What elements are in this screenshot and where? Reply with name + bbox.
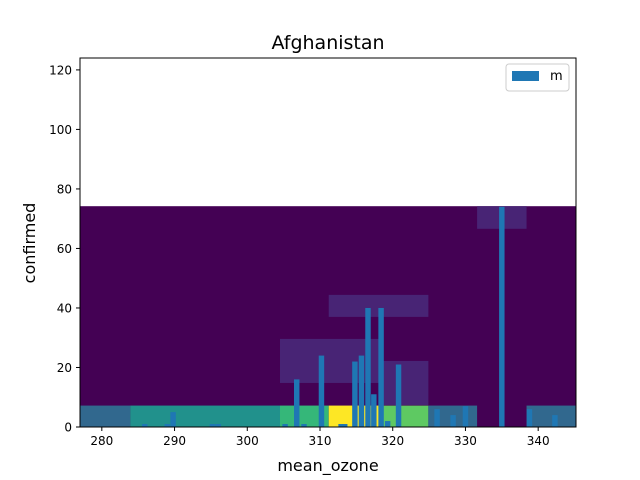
y-tick-label: 20	[57, 361, 72, 375]
heatmap-cell	[328, 294, 429, 317]
x-tick-label: 310	[309, 434, 332, 448]
x-tick-label: 300	[236, 434, 259, 448]
bar	[338, 424, 344, 427]
x-axis-label: mean_ozone	[277, 456, 378, 476]
y-axis-label: confirmed	[20, 203, 39, 284]
bar	[170, 412, 176, 427]
bar	[294, 379, 300, 427]
legend: m	[505, 63, 570, 92]
chart-title: Afghanistan	[271, 32, 384, 54]
x-tick-label: 280	[90, 434, 113, 448]
legend-label: m	[550, 69, 563, 84]
heatmap-cell	[526, 405, 576, 427]
bar	[371, 394, 377, 427]
heatmap-cell	[378, 360, 429, 405]
y-tick-label: 40	[57, 301, 72, 315]
bar	[462, 406, 469, 427]
y-tick-label: 120	[49, 63, 72, 77]
y-tick-label: 60	[57, 242, 72, 256]
bar	[209, 424, 216, 427]
bar	[358, 355, 365, 427]
x-axis-ticks: 280 290 300 310 320 330 340	[90, 427, 550, 448]
y-tick-label: 100	[49, 123, 72, 137]
bar	[450, 415, 456, 427]
heatmap-base	[80, 206, 576, 427]
heatmap-cell	[80, 405, 131, 427]
heatmap-cell	[378, 405, 429, 427]
bar	[342, 424, 348, 427]
heatmap-cell	[130, 405, 280, 427]
bar	[352, 361, 358, 427]
heatmap-cell	[280, 405, 329, 427]
heatmap-background	[80, 206, 576, 427]
bar	[282, 424, 288, 427]
bar	[378, 307, 384, 427]
y-axis-ticks: 0 20 40 60 80 100 120	[49, 63, 80, 435]
bar	[552, 415, 558, 427]
x-tick-label: 320	[381, 434, 404, 448]
bar	[384, 421, 391, 427]
y-tick-label: 80	[57, 182, 72, 196]
plot-frame	[79, 57, 577, 428]
bar	[301, 424, 307, 427]
bar	[164, 424, 170, 427]
x-tick-label: 340	[527, 434, 550, 448]
bar	[499, 206, 505, 427]
bar	[434, 409, 440, 427]
bar	[215, 424, 221, 427]
bar	[526, 409, 533, 427]
bar	[365, 307, 371, 427]
x-tick-label: 290	[163, 434, 186, 448]
x-tick-label: 330	[454, 434, 477, 448]
y-tick-label: 0	[64, 421, 72, 435]
bar	[142, 424, 148, 427]
bar-series	[142, 206, 558, 427]
legend-swatch	[512, 71, 539, 81]
bar	[395, 364, 402, 427]
bar	[318, 355, 325, 427]
